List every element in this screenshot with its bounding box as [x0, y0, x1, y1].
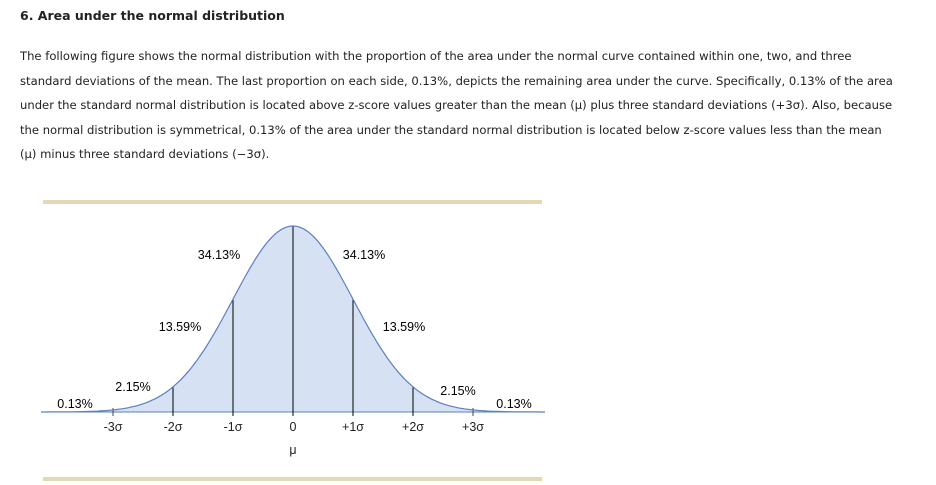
x-tick-label: +1σ	[342, 420, 364, 434]
paragraph-line: standard deviations of the mean. The las…	[20, 73, 893, 88]
paragraph-line: The following figure shows the normal di…	[20, 49, 852, 63]
region-percent-label: 0.13%	[57, 397, 92, 411]
region-percent-label: 2.15%	[440, 384, 475, 398]
description-paragraph: The following figure shows the normal di…	[20, 44, 932, 167]
x-tick-label: -1σ	[224, 420, 243, 434]
paragraph-line: the normal distribution is symmetrical, …	[20, 122, 882, 137]
x-tick-label: -2σ	[164, 420, 183, 434]
section-heading: 6. Area under the normal distribution	[20, 8, 285, 23]
paragraph-line: under the standard normal distribution i…	[20, 98, 893, 112]
x-tick-label: 0	[290, 420, 297, 434]
bottom-divider-band	[43, 477, 542, 481]
x-tick-label: -3σ	[104, 420, 123, 434]
paragraph-line: (μ) minus three standard deviations (−3σ…	[20, 147, 270, 161]
normal-curve	[41, 225, 545, 413]
region-percent-label: 13.59%	[383, 320, 425, 334]
top-divider-band	[43, 200, 542, 204]
region-percent-label: 34.13%	[198, 248, 240, 262]
x-tick-label: +3σ	[462, 420, 484, 434]
region-percent-label: 0.13%	[496, 397, 531, 411]
region-percent-label: 2.15%	[115, 380, 150, 394]
x-tick-label: +2σ	[402, 420, 424, 434]
mean-label: μ	[289, 443, 296, 457]
region-percent-label: 34.13%	[343, 248, 385, 262]
region-percent-label: 13.59%	[159, 320, 201, 334]
